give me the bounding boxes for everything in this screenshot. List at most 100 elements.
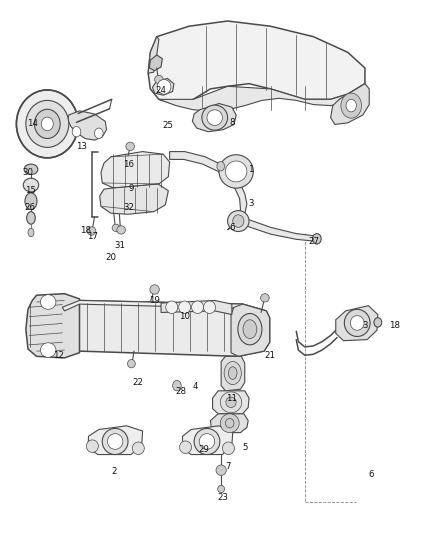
Ellipse shape (87, 227, 96, 235)
Text: 22: 22 (132, 378, 143, 387)
Text: 18: 18 (389, 320, 400, 329)
Text: 32: 32 (124, 204, 134, 213)
Ellipse shape (41, 117, 53, 131)
Polygon shape (336, 306, 378, 341)
Text: 19: 19 (149, 296, 160, 305)
Text: 27: 27 (308, 237, 319, 246)
Text: 18: 18 (81, 227, 92, 236)
Ellipse shape (191, 301, 204, 313)
Ellipse shape (238, 313, 262, 345)
Polygon shape (101, 151, 170, 188)
Ellipse shape (261, 294, 269, 302)
Polygon shape (183, 426, 233, 455)
Ellipse shape (179, 301, 191, 313)
Ellipse shape (194, 429, 220, 455)
Ellipse shape (155, 75, 163, 84)
Ellipse shape (126, 142, 134, 150)
Text: 21: 21 (264, 351, 275, 360)
Ellipse shape (157, 79, 171, 94)
Ellipse shape (107, 434, 123, 449)
Text: 11: 11 (226, 394, 237, 402)
Text: 4: 4 (193, 382, 198, 391)
Polygon shape (68, 111, 106, 140)
Ellipse shape (226, 161, 247, 182)
Text: 14: 14 (27, 119, 38, 128)
Text: 5: 5 (242, 443, 247, 453)
Ellipse shape (346, 99, 357, 112)
Ellipse shape (341, 93, 361, 118)
Ellipse shape (226, 418, 234, 428)
Polygon shape (159, 84, 365, 111)
Polygon shape (148, 37, 159, 73)
Ellipse shape (217, 161, 225, 171)
Ellipse shape (229, 367, 237, 379)
Text: 31: 31 (114, 241, 125, 250)
Polygon shape (331, 84, 369, 124)
Ellipse shape (95, 128, 103, 139)
Text: 16: 16 (124, 160, 134, 169)
Text: 30: 30 (22, 168, 33, 177)
Text: 23: 23 (218, 493, 229, 502)
Text: 1: 1 (248, 165, 254, 174)
Text: 26: 26 (25, 204, 35, 213)
Ellipse shape (180, 441, 191, 454)
Text: 28: 28 (176, 387, 187, 397)
Ellipse shape (102, 429, 128, 455)
Ellipse shape (218, 486, 225, 492)
Text: 3: 3 (362, 320, 367, 329)
Ellipse shape (26, 100, 69, 148)
Ellipse shape (35, 109, 60, 139)
Polygon shape (100, 184, 168, 214)
Text: 9: 9 (128, 184, 134, 192)
Ellipse shape (199, 434, 215, 449)
Polygon shape (26, 294, 79, 358)
Ellipse shape (25, 193, 37, 209)
Ellipse shape (166, 301, 178, 313)
Polygon shape (192, 103, 236, 132)
Ellipse shape (202, 105, 228, 130)
Ellipse shape (173, 381, 181, 391)
Text: 12: 12 (53, 351, 64, 360)
Ellipse shape (112, 224, 120, 231)
Ellipse shape (204, 301, 215, 313)
Ellipse shape (86, 440, 99, 453)
Text: 2: 2 (111, 467, 117, 476)
Polygon shape (152, 78, 174, 95)
Polygon shape (212, 391, 249, 414)
Ellipse shape (40, 343, 56, 358)
Ellipse shape (150, 285, 159, 294)
Ellipse shape (224, 361, 241, 384)
Ellipse shape (132, 442, 144, 455)
Ellipse shape (374, 318, 381, 327)
Ellipse shape (228, 211, 249, 231)
Polygon shape (88, 426, 143, 455)
Text: 15: 15 (25, 186, 35, 195)
Ellipse shape (344, 309, 370, 336)
Ellipse shape (233, 215, 244, 228)
Ellipse shape (28, 228, 34, 237)
Ellipse shape (207, 110, 223, 125)
Ellipse shape (243, 320, 257, 338)
Polygon shape (221, 357, 245, 391)
Ellipse shape (220, 392, 242, 413)
Text: 13: 13 (76, 142, 87, 151)
Polygon shape (149, 55, 162, 71)
Polygon shape (240, 216, 318, 241)
Text: 25: 25 (162, 121, 173, 130)
Ellipse shape (220, 414, 239, 433)
Ellipse shape (24, 164, 38, 175)
Text: 3: 3 (248, 199, 254, 208)
Polygon shape (170, 151, 247, 230)
Text: 17: 17 (87, 232, 98, 241)
Ellipse shape (219, 155, 253, 188)
Text: 6: 6 (229, 223, 235, 232)
Ellipse shape (226, 397, 236, 408)
Polygon shape (210, 414, 248, 433)
Polygon shape (231, 304, 270, 357)
Text: 6: 6 (369, 470, 374, 479)
Text: 10: 10 (179, 312, 190, 321)
Ellipse shape (40, 295, 56, 309)
Polygon shape (56, 301, 270, 357)
Ellipse shape (216, 465, 226, 475)
Ellipse shape (23, 178, 39, 192)
